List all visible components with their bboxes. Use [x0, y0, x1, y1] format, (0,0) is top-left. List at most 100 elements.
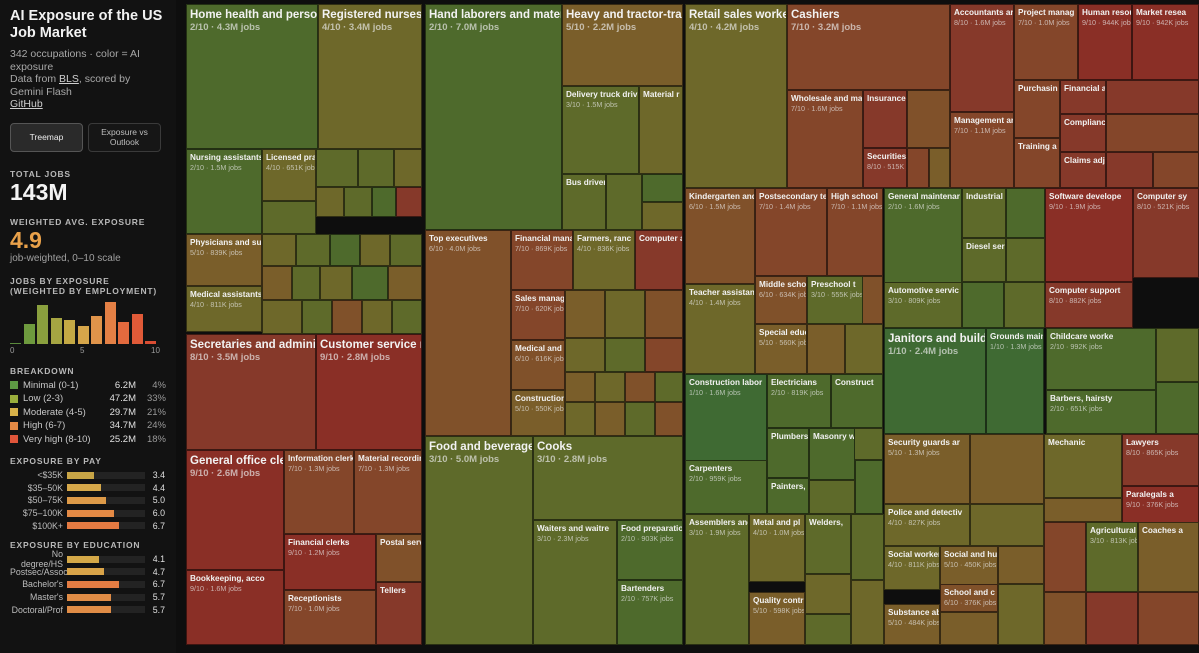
treemap-tile-filler[interactable]: [565, 338, 605, 372]
treemap-tile[interactable]: Bookkeeping, acco 9/10 · 1.6M jobs: [186, 570, 284, 645]
treemap-tile[interactable]: Material r: [639, 86, 683, 174]
treemap-tile[interactable]: Securities, co8/10 · 515K jobs: [863, 148, 907, 188]
treemap-tile[interactable]: Financial mana 7/10 · 869K jobs: [511, 230, 573, 290]
treemap-tile-filler[interactable]: [998, 546, 1044, 584]
treemap-tile-filler[interactable]: [595, 402, 625, 436]
treemap-tile-filler[interactable]: [332, 300, 362, 334]
treemap-tile-filler[interactable]: [352, 266, 388, 300]
treemap-tile[interactable]: Medical and 6/10 · 616K jobs: [511, 340, 565, 390]
treemap-tile-filler[interactable]: [642, 174, 683, 202]
treemap-tile[interactable]: Receptionists 7/10 · 1.0M jobs: [284, 590, 376, 645]
treemap-tile[interactable]: Welders,: [805, 514, 851, 574]
treemap-tile-filler[interactable]: [262, 300, 302, 334]
treemap-tile[interactable]: Claims adju: [1060, 152, 1106, 188]
treemap-tile[interactable]: Market resea 9/10 · 942K jobs: [1132, 4, 1199, 80]
treemap-tile[interactable]: Mechanic: [1044, 434, 1122, 498]
treemap-tile[interactable]: Construct: [831, 374, 883, 428]
treemap-tile[interactable]: Police and detectiv 4/10 · 827K jobs: [884, 504, 970, 546]
treemap-tile[interactable]: School and c 6/10 · 376K jobs: [940, 584, 998, 612]
treemap-tile-filler[interactable]: [970, 504, 1044, 546]
treemap-tile-filler[interactable]: [845, 324, 883, 374]
treemap-tile[interactable]: Industrial: [962, 188, 1006, 238]
treemap-tile[interactable]: High school 7/10 · 1.1M jobs: [827, 188, 883, 276]
treemap-tile-filler[interactable]: [372, 187, 396, 217]
treemap-tile-filler[interactable]: [1156, 382, 1199, 434]
treemap-tile-filler[interactable]: [655, 372, 683, 402]
treemap-tile[interactable]: Retail sales workers4/10 · 4.2M jobs: [685, 4, 787, 188]
treemap-tile[interactable]: Coaches a: [1138, 522, 1199, 592]
treemap-tile-filler[interactable]: [642, 202, 683, 230]
treemap-tile[interactable]: Top executives 6/10 · 4.0M jobs: [425, 230, 511, 436]
treemap-tile[interactable]: Computer sy 8/10 · 521K jobs: [1133, 188, 1199, 278]
treemap-tile-filler[interactable]: [396, 187, 422, 217]
treemap-tile-filler[interactable]: [962, 282, 1004, 328]
treemap-tile[interactable]: Project manag 7/10 · 1.0M jobs: [1014, 4, 1078, 80]
treemap-tile-filler[interactable]: [805, 574, 851, 614]
treemap-tile-filler[interactable]: [292, 266, 320, 300]
treemap-tile[interactable]: Accountants ar 8/10 · 1.6M jobs: [950, 4, 1014, 112]
treemap-tile[interactable]: Bus driver: [562, 174, 606, 230]
treemap-tile[interactable]: Financial clerks 9/10 · 1.2M jobs: [284, 534, 376, 590]
treemap-tile[interactable]: Barbers, hairsty 2/10 · 651K jobs: [1046, 390, 1156, 434]
treemap-tile[interactable]: Farmers, ranc 4/10 · 836K jobs: [573, 230, 635, 290]
treemap-tile-filler[interactable]: [606, 174, 642, 230]
treemap-tile-filler[interactable]: [625, 402, 655, 436]
treemap-tile[interactable]: Preschool t 3/10 · 555K jobs: [807, 276, 863, 324]
treemap-tile[interactable]: Kindergarten and 6/10 · 1.5M jobs: [685, 188, 755, 284]
treemap-tile-filler[interactable]: [1006, 238, 1045, 282]
treemap-tile-filler[interactable]: [929, 148, 950, 188]
treemap-tile[interactable]: Special educ 5/10 · 560K jobs: [755, 324, 807, 374]
treemap-tile-filler[interactable]: [358, 149, 394, 187]
treemap-tile-filler[interactable]: [940, 612, 998, 645]
treemap-tile[interactable]: Training a: [1014, 138, 1060, 188]
treemap-tile[interactable]: Customer service re 9/10 · 2.8M jobs: [316, 334, 422, 450]
treemap-tile[interactable]: Assemblers and 3/10 · 1.9M jobs: [685, 514, 749, 645]
treemap-tile-filler[interactable]: [907, 148, 929, 188]
treemap-tile-filler[interactable]: [394, 149, 422, 187]
treemap-tile[interactable]: Construction 5/10 · 550K jobs: [511, 390, 565, 436]
treemap-tile[interactable]: Licensed pra 4/10 · 651K jobs: [262, 149, 316, 201]
treemap-tile[interactable]: Electricians 2/10 · 819K jobs: [767, 374, 831, 428]
treemap-tile-filler[interactable]: [316, 149, 358, 187]
treemap-tile[interactable]: Masonry w: [809, 428, 855, 480]
treemap-tile[interactable]: Grounds main 1/10 · 1.3M jobs: [986, 328, 1044, 434]
treemap-tile[interactable]: Secretaries and adminis 8/10 · 3.5M jobs: [186, 334, 316, 450]
treemap-tile-filler[interactable]: [344, 187, 372, 217]
treemap-tile[interactable]: Plumbers: [767, 428, 809, 478]
treemap-tile[interactable]: Heavy and tractor-trai 5/10 · 2.2M jobs: [562, 4, 683, 86]
treemap-tile-filler[interactable]: [1138, 592, 1199, 645]
treemap-tile-filler[interactable]: [302, 300, 332, 334]
treemap-tile[interactable]: Metal and pl 4/10 · 1.0M jobs: [749, 514, 805, 582]
treemap-tile[interactable]: Painters,: [767, 478, 809, 514]
treemap-tile-filler[interactable]: [1106, 80, 1199, 114]
treemap-tile-filler[interactable]: [625, 372, 655, 402]
treemap-tile-filler[interactable]: [388, 266, 422, 300]
treemap-tile-filler[interactable]: [595, 372, 625, 402]
treemap-tile-filler[interactable]: [360, 234, 390, 266]
treemap-tile[interactable]: Computer a: [635, 230, 683, 290]
treemap-tile[interactable]: Social and hu 5/10 · 450K jobs: [940, 546, 998, 590]
exposure-vs-outlook-button[interactable]: Exposure vs Outlook: [88, 122, 161, 152]
treemap-tile[interactable]: Food and beverage 3/10 · 5.0M jobs: [425, 436, 533, 645]
treemap-tile[interactable]: Lawyers 8/10 · 865K jobs: [1122, 434, 1199, 486]
treemap-tile-filler[interactable]: [1106, 114, 1199, 152]
treemap-tile[interactable]: Agricultural 3/10 · 813K jobs: [1086, 522, 1138, 592]
treemap-tile[interactable]: General office clerk9/10 · 2.6M jobs: [186, 450, 284, 570]
treemap-tile[interactable]: Insurance: [863, 90, 907, 148]
treemap-tile-filler[interactable]: [645, 338, 683, 372]
treemap-tile-filler[interactable]: [392, 300, 422, 334]
treemap-tile-filler[interactable]: [262, 266, 292, 300]
treemap-tile[interactable]: Security guards ar 5/10 · 1.3M jobs: [884, 434, 970, 504]
github-link[interactable]: GitHub: [10, 98, 43, 110]
treemap-tile[interactable]: Postal serv: [376, 534, 422, 582]
treemap-tile[interactable]: Wholesale and ma 7/10 · 1.6M jobs: [787, 90, 863, 188]
treemap-tile[interactable]: Waiters and waitre 3/10 · 2.3M jobs: [533, 520, 617, 645]
treemap-tile[interactable]: Paralegals a 9/10 · 376K jobs: [1122, 486, 1199, 524]
treemap-tile-filler[interactable]: [296, 234, 330, 266]
treemap-tile-filler[interactable]: [316, 187, 344, 217]
treemap-tile[interactable]: Registered nurses 4/10 · 3.4M jobs: [318, 4, 422, 149]
treemap-view-button[interactable]: Treemap: [10, 122, 83, 152]
treemap-tile[interactable]: Computer support 8/10 · 882K jobs: [1045, 282, 1133, 328]
treemap-tile-filler[interactable]: [1044, 592, 1086, 645]
treemap-tile[interactable]: Physicians and su 5/10 · 839K jobs: [186, 234, 262, 286]
